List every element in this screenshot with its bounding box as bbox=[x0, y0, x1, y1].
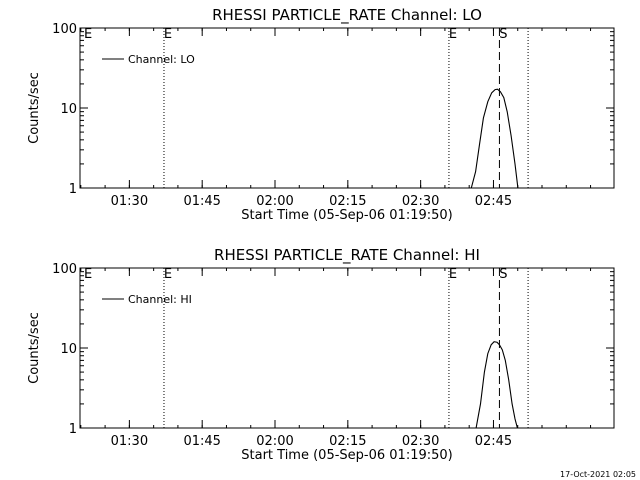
panel-1-plot-frame bbox=[79, 27, 615, 189]
panel-2-y-tick-label: 1 bbox=[69, 422, 77, 437]
panel-1-x-tick-label: 01:45 bbox=[183, 194, 220, 209]
panel-1-y-tick-label: 10 bbox=[60, 102, 77, 117]
panel-1-y-tick-label: 1 bbox=[69, 182, 77, 197]
panel-2-left-edge-marker-label: E bbox=[84, 267, 92, 282]
panel-2-event-marker-label: E bbox=[164, 267, 172, 282]
panel-1-y-tick-label: 100 bbox=[52, 22, 77, 37]
panel-2-x-tick-label: 02:45 bbox=[475, 434, 512, 449]
panel-2-x-tick-label: 02:15 bbox=[329, 434, 366, 449]
panel-2-series-line bbox=[475, 341, 518, 429]
panel-2-x-tick-label: 02:00 bbox=[256, 434, 293, 449]
panel-2-legend-label: Channel: HI bbox=[128, 293, 192, 306]
panel-1-left-edge-marker-label: E bbox=[84, 27, 92, 42]
panel-1-x-tick-label: 01:30 bbox=[111, 194, 148, 209]
panel-2-x-axis-label: Start Time (05-Sep-06 01:19:50) bbox=[241, 448, 452, 463]
panel-1-event-marker-label: E bbox=[449, 27, 457, 42]
panel-2-event-marker-label: E bbox=[449, 267, 457, 282]
panel-2-y-tick-label: 10 bbox=[60, 342, 77, 357]
panel-1-y-axis-label: Counts/sec bbox=[27, 72, 42, 144]
panel-2-title: RHESSI PARTICLE_RATE Channel: HI bbox=[214, 246, 480, 265]
panel-2-plot-frame bbox=[79, 267, 615, 429]
panel-2-y-axis-label: Counts/sec bbox=[27, 312, 42, 384]
panel-1-x-tick-label: 02:45 bbox=[475, 194, 512, 209]
plot-timestamp: 17-Oct-2021 02:05 bbox=[560, 470, 636, 479]
panel-2-event-marker-label: S bbox=[499, 267, 507, 282]
panel-2-y-tick-label: 100 bbox=[52, 262, 77, 277]
panel-2-x-tick-label: 02:30 bbox=[402, 434, 439, 449]
panel-1-x-tick-label: 02:00 bbox=[256, 194, 293, 209]
panel-1-title: RHESSI PARTICLE_RATE Channel: LO bbox=[212, 6, 482, 25]
panel-1-series-line bbox=[470, 88, 519, 189]
panel-1-event-marker-label: E bbox=[164, 27, 172, 42]
panel-1-x-tick-label: 02:30 bbox=[402, 194, 439, 209]
panel-1-x-tick-label: 02:15 bbox=[329, 194, 366, 209]
panel-1-legend-label: Channel: LO bbox=[128, 53, 195, 66]
panel-2-x-tick-label: 01:30 bbox=[111, 434, 148, 449]
panel-1-event-marker-label: S bbox=[499, 27, 507, 42]
panel-2-x-tick-label: 01:45 bbox=[183, 434, 220, 449]
panel-1-x-axis-label: Start Time (05-Sep-06 01:19:50) bbox=[241, 208, 452, 223]
